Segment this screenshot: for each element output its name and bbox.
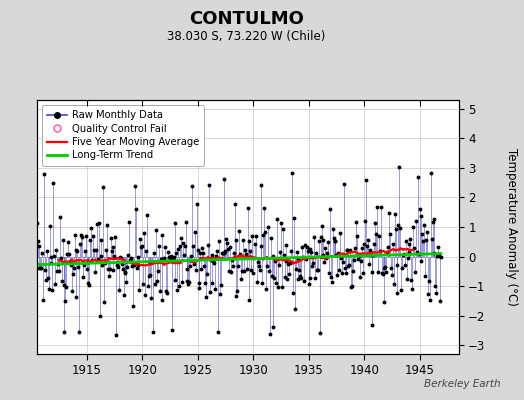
Text: CONTULMO: CONTULMO <box>189 10 304 28</box>
Text: Berkeley Earth: Berkeley Earth <box>424 379 500 389</box>
Y-axis label: Temperature Anomaly (°C): Temperature Anomaly (°C) <box>505 148 518 306</box>
Text: 38.030 S, 73.220 W (Chile): 38.030 S, 73.220 W (Chile) <box>167 30 325 43</box>
Legend: Raw Monthly Data, Quality Control Fail, Five Year Moving Average, Long-Term Tren: Raw Monthly Data, Quality Control Fail, … <box>42 105 204 166</box>
